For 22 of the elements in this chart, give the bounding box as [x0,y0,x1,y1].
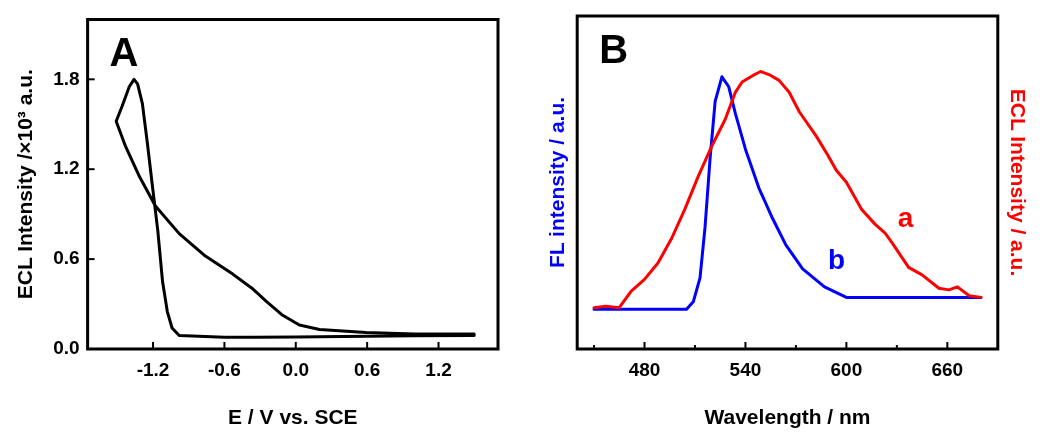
series-label: a [897,201,914,233]
x-tick-label: -1.2 [136,358,170,380]
y-tick-label: 0.0 [53,337,80,359]
y2-axis-title: ECL Intensity / a.u. [1006,88,1030,277]
x-tick-label: 480 [628,358,661,380]
x-tick-label: -0.6 [208,358,241,380]
x-tick-label: 0.0 [282,358,309,380]
x-tick-label: 660 [931,358,964,380]
x-axis-title: E / V vs. SCE [228,405,358,429]
x-tick-label: 0.6 [353,358,381,380]
text: B [599,27,629,72]
y-tick-label: 0.6 [53,247,80,269]
annotation: A [109,30,139,75]
y-axis-title: ECL Intensity /×10³ a.u. [13,69,37,300]
y-tick-label: 1.8 [53,67,80,89]
y-axis-title: FL intensity / a.u. [545,96,569,269]
x-tick-label: 1.2 [425,358,452,380]
x-tick-label: 540 [729,358,762,380]
x-axis-title: Wavelength / nm [704,405,871,429]
x-tick-label: 600 [830,358,863,380]
series-label: b [827,243,846,275]
y-tick-label: 1.2 [53,157,80,179]
